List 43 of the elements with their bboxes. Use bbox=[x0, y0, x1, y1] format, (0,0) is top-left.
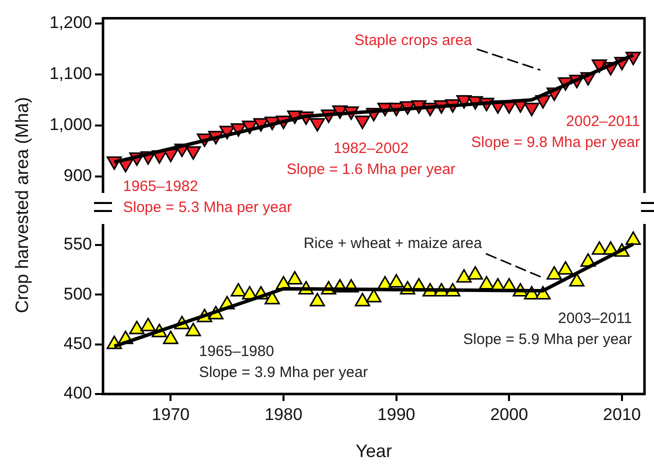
y-tick-label: 1,100 bbox=[49, 64, 92, 84]
point bbox=[140, 318, 156, 332]
point bbox=[354, 116, 370, 130]
point bbox=[310, 292, 326, 306]
x-tick-label: 2010 bbox=[603, 404, 641, 424]
y-tick-label: 500 bbox=[64, 284, 92, 304]
annotation: 2002–2011 Slope = 9.8 Mha per year bbox=[471, 112, 640, 153]
y-tick-label: 1,200 bbox=[49, 12, 92, 32]
point bbox=[569, 273, 584, 287]
point bbox=[626, 231, 641, 245]
y-tick-label: 450 bbox=[64, 334, 92, 354]
annotation: 1982–2002 Slope = 1.6 Mha per year bbox=[286, 139, 456, 180]
point bbox=[163, 330, 178, 344]
point bbox=[186, 322, 201, 336]
x-tick-label: 1980 bbox=[264, 404, 302, 424]
point bbox=[524, 102, 540, 116]
point bbox=[230, 282, 246, 296]
annotation: 1965–1980 Slope = 3.9 Mha per year bbox=[199, 342, 368, 383]
point bbox=[129, 320, 145, 334]
point bbox=[388, 274, 404, 288]
x-tick-label: 1970 bbox=[152, 404, 190, 424]
point bbox=[468, 266, 483, 280]
point bbox=[558, 261, 574, 275]
y-tick-label: 900 bbox=[64, 166, 92, 186]
y-tick-label: 1,000 bbox=[49, 115, 92, 134]
x-axis-title: Year bbox=[356, 441, 392, 462]
annotation: 1965–1982 Slope = 5.3 Mha per year bbox=[123, 178, 292, 216]
point bbox=[310, 118, 326, 132]
y-axis-title: Crop harvested area (Mha) bbox=[11, 96, 33, 316]
x-tick-label: 2000 bbox=[490, 404, 528, 424]
point bbox=[456, 269, 472, 283]
annotation: Rice + wheat + maize area bbox=[304, 234, 482, 254]
point bbox=[264, 290, 280, 304]
annotation: 2003–2011 Slope = 5.9 Mha per year bbox=[463, 309, 632, 350]
point bbox=[287, 271, 302, 285]
y-tick-label: 400 bbox=[64, 384, 92, 403]
point bbox=[592, 241, 608, 255]
annotation: Staple crops area bbox=[354, 31, 472, 51]
y-tick-label: 550 bbox=[64, 234, 92, 254]
point bbox=[354, 292, 370, 306]
x-tick-label: 1990 bbox=[377, 404, 416, 424]
point bbox=[186, 146, 201, 160]
point bbox=[546, 266, 562, 280]
